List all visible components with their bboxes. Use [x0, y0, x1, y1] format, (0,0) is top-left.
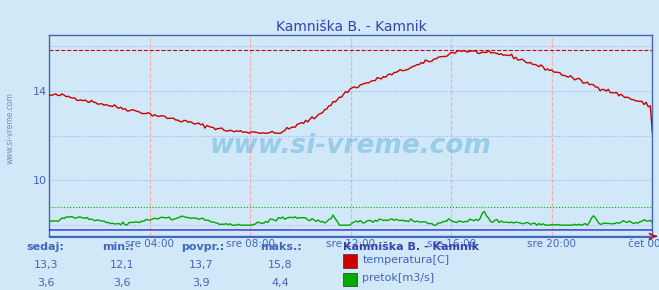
- Text: min.:: min.:: [102, 242, 134, 252]
- Text: 3,9: 3,9: [192, 278, 210, 288]
- Text: temperatura[C]: temperatura[C]: [362, 255, 449, 265]
- Text: pretok[m3/s]: pretok[m3/s]: [362, 273, 434, 283]
- Text: 12,1: 12,1: [109, 260, 134, 269]
- Text: 15,8: 15,8: [268, 260, 293, 269]
- Text: maks.:: maks.:: [260, 242, 302, 252]
- Text: 13,3: 13,3: [34, 260, 59, 269]
- Text: 3,6: 3,6: [113, 278, 130, 288]
- Text: www.si-vreme.com: www.si-vreme.com: [5, 92, 14, 164]
- Text: www.si-vreme.com: www.si-vreme.com: [210, 133, 492, 159]
- Text: 4,4: 4,4: [272, 278, 289, 288]
- Title: Kamniška B. - Kamnik: Kamniška B. - Kamnik: [275, 20, 426, 34]
- Text: povpr.:: povpr.:: [181, 242, 225, 252]
- Text: 13,7: 13,7: [188, 260, 214, 269]
- Text: sedaj:: sedaj:: [26, 242, 64, 252]
- Text: Kamniška B. - Kamnik: Kamniška B. - Kamnik: [343, 242, 478, 252]
- Text: 3,6: 3,6: [38, 278, 55, 288]
